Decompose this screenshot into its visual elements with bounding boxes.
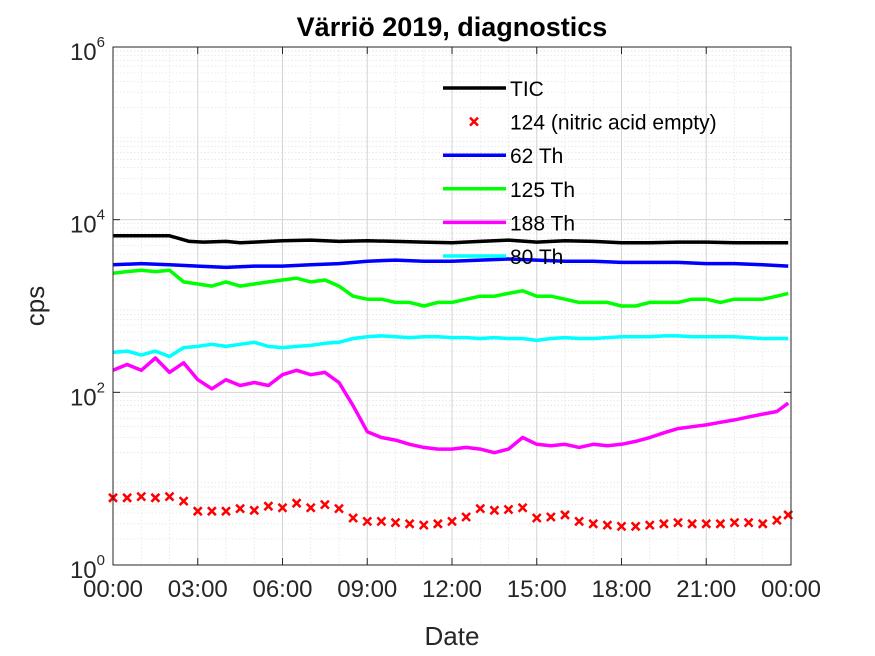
data-point xyxy=(418,520,429,530)
x-tick-label: 21:00 xyxy=(676,576,736,603)
legend-marker xyxy=(469,116,479,127)
data-point xyxy=(673,517,683,528)
data-point xyxy=(588,518,599,529)
x-tick-label: 18:00 xyxy=(591,576,651,603)
x-tick-label: 09:00 xyxy=(337,576,397,603)
data-point xyxy=(390,517,401,528)
data-point xyxy=(701,518,712,529)
data-point xyxy=(531,513,542,523)
data-point xyxy=(277,502,288,513)
data-point xyxy=(687,518,698,529)
data-point xyxy=(602,520,613,530)
data-point xyxy=(517,502,528,513)
legend-label: TIC xyxy=(510,78,544,101)
series-80-line xyxy=(112,334,789,359)
data-point xyxy=(743,517,754,528)
data-point xyxy=(362,516,373,527)
data-point xyxy=(249,505,260,516)
data-point xyxy=(447,516,457,527)
series-tic-line xyxy=(113,234,789,245)
y-tick-label: 104 xyxy=(70,207,105,239)
series-124 xyxy=(108,491,794,532)
legend-label: 125 Th xyxy=(510,179,575,202)
data-point xyxy=(348,513,359,523)
data-point xyxy=(616,521,627,532)
ticks-layer: 00:00 03:00 06:00 09:00 12:00 15:00 18:00 21:00… xyxy=(70,34,821,603)
data-point xyxy=(376,516,387,527)
series-125-line xyxy=(112,268,789,308)
x-tick-label: 12:00 xyxy=(422,576,482,603)
data-point xyxy=(122,492,133,503)
series-188-line xyxy=(112,356,790,455)
data-point xyxy=(263,501,274,512)
data-point xyxy=(432,518,443,529)
data-point xyxy=(164,491,175,502)
y-axis-label: cps xyxy=(20,286,50,326)
y-tick-label: 100 xyxy=(70,552,105,584)
data-point xyxy=(178,496,189,506)
data-point xyxy=(221,506,231,517)
series-layer xyxy=(108,234,794,532)
x-tick-label: 03:00 xyxy=(168,576,228,603)
legend-label: 62 Th xyxy=(510,145,563,168)
data-point xyxy=(630,521,641,532)
data-point xyxy=(715,518,726,529)
legend: TIC 124 (nitric acid empty) 62 Th 125 Th 188… xyxy=(443,78,717,269)
data-point xyxy=(192,506,203,517)
data-point xyxy=(461,512,472,522)
data-point xyxy=(136,491,147,502)
series-62-line xyxy=(112,257,789,270)
data-point xyxy=(545,512,556,522)
minor-grid xyxy=(113,47,791,565)
data-point xyxy=(658,518,669,529)
data-point xyxy=(150,492,161,503)
x-tick-label: 00:00 xyxy=(83,576,143,603)
legend-label: 188 Th xyxy=(510,212,575,235)
data-point xyxy=(235,503,246,514)
x-axis-label: Date xyxy=(425,621,480,651)
chart-title: Värriö 2019, diagnostics xyxy=(297,12,608,42)
x-tick-label: 15:00 xyxy=(507,576,567,603)
data-point xyxy=(291,498,302,509)
y-tick-label: 106 xyxy=(70,34,105,66)
legend-label: 124 (nitric acid empty) xyxy=(510,112,717,135)
data-point xyxy=(757,518,768,529)
data-point xyxy=(489,505,500,516)
data-point xyxy=(644,520,655,530)
data-point xyxy=(404,518,415,529)
data-point xyxy=(305,502,316,513)
x-tick-label: 00:00 xyxy=(761,576,821,603)
x-tick-label: 06:00 xyxy=(252,576,312,603)
data-point xyxy=(771,515,782,526)
data-point xyxy=(206,506,217,517)
data-point xyxy=(475,503,486,514)
data-point xyxy=(729,517,740,528)
data-point xyxy=(574,516,585,527)
data-point xyxy=(503,504,514,515)
y-tick-label: 102 xyxy=(70,379,105,411)
data-point xyxy=(319,499,330,510)
data-point xyxy=(560,510,570,520)
data-point xyxy=(334,503,344,514)
legend-label: 80 Th xyxy=(510,246,563,269)
